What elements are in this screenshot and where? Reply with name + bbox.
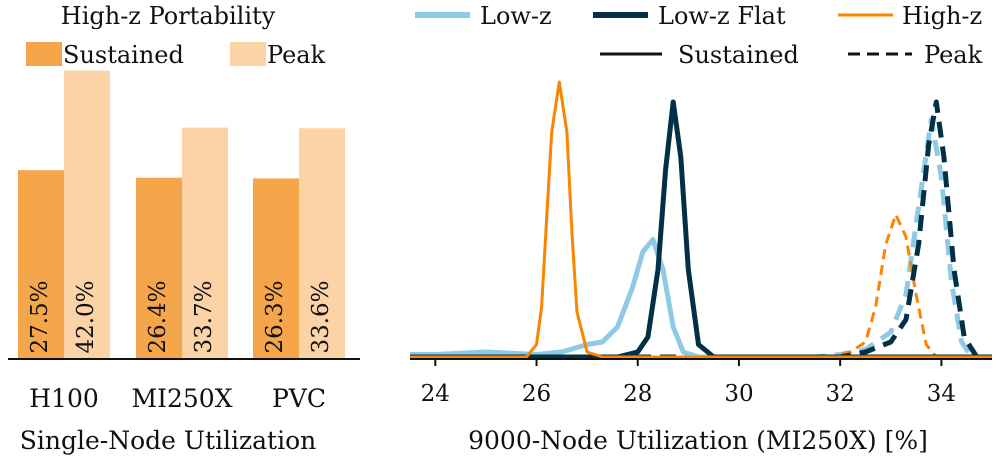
bar-chart-title: High-z Portability <box>61 2 276 30</box>
bar-tick-label: PVC <box>272 384 326 413</box>
legend-label-sustained-style: Sustained <box>678 41 799 69</box>
curve-high-z-sustained <box>410 80 992 359</box>
x-tick-label: 32 <box>826 381 855 407</box>
bar-chart: High-z Portability Sustained Peak 27.5% 4… <box>8 2 360 455</box>
bar-value-label: 26.4% <box>145 280 171 353</box>
bar-peak-pvc <box>299 128 345 359</box>
bar-value-label: 26.3% <box>262 280 288 353</box>
bar-tick-label: H100 <box>29 384 99 413</box>
curve-low-z-sustained <box>410 237 992 360</box>
bar-x-axis-label: Single-Node Utilization <box>20 426 317 455</box>
bar-tick-label: MI250X <box>132 384 233 413</box>
bar-x-ticks: H100 MI250X PVC <box>29 384 326 413</box>
bar-value-label: 27.5% <box>27 280 53 353</box>
legend-label-low-z: Low-z <box>480 2 552 30</box>
legend-label-peak: Peak <box>267 41 326 69</box>
curve-low-z-flat-peak <box>410 99 992 360</box>
bar-sustained-h100 <box>18 170 64 359</box>
bar-value-label: 42.0% <box>73 280 99 353</box>
bar-peak-h100 <box>64 70 110 359</box>
x-tick-label: 24 <box>421 381 450 407</box>
density-x-ticks: 24 26 28 30 32 34 <box>421 359 956 407</box>
bar-sustained-mi250x <box>136 177 182 359</box>
line-legend: Low-z Low-z Flat High-z Sustained Peak <box>415 2 983 69</box>
density-x-axis-label: 9000-Node Utilization (MI250X) [%] <box>468 426 928 455</box>
legend-label-high-z: High-z <box>902 2 982 30</box>
density-series <box>410 80 992 360</box>
bar-sustained-pvc <box>253 178 299 359</box>
legend-label-low-z-flat: Low-z Flat <box>658 2 786 30</box>
legend-swatch-sustained <box>26 42 62 66</box>
bar-value-label: 33.6% <box>308 280 334 353</box>
density-chart: Low-z Low-z Flat High-z Sustained Peak 2… <box>410 2 992 455</box>
bar-series: 27.5% 42.0% 26.4% 33.7% 26.3% 33.6% <box>18 70 345 360</box>
curve-high-z-peak <box>410 213 992 359</box>
curve-low-z-flat-sustained <box>410 99 992 360</box>
legend-swatch-peak <box>230 42 266 66</box>
x-tick-label: 28 <box>623 381 652 407</box>
legend-label-peak-style: Peak <box>924 41 983 69</box>
bar-legend: Sustained Peak <box>26 41 326 69</box>
bar-value-label: 33.7% <box>191 280 217 353</box>
x-tick-label: 34 <box>927 381 956 407</box>
x-tick-label: 30 <box>724 381 753 407</box>
x-tick-label: 26 <box>522 381 551 407</box>
legend-label-sustained: Sustained <box>63 41 184 69</box>
bar-peak-mi250x <box>182 127 228 360</box>
